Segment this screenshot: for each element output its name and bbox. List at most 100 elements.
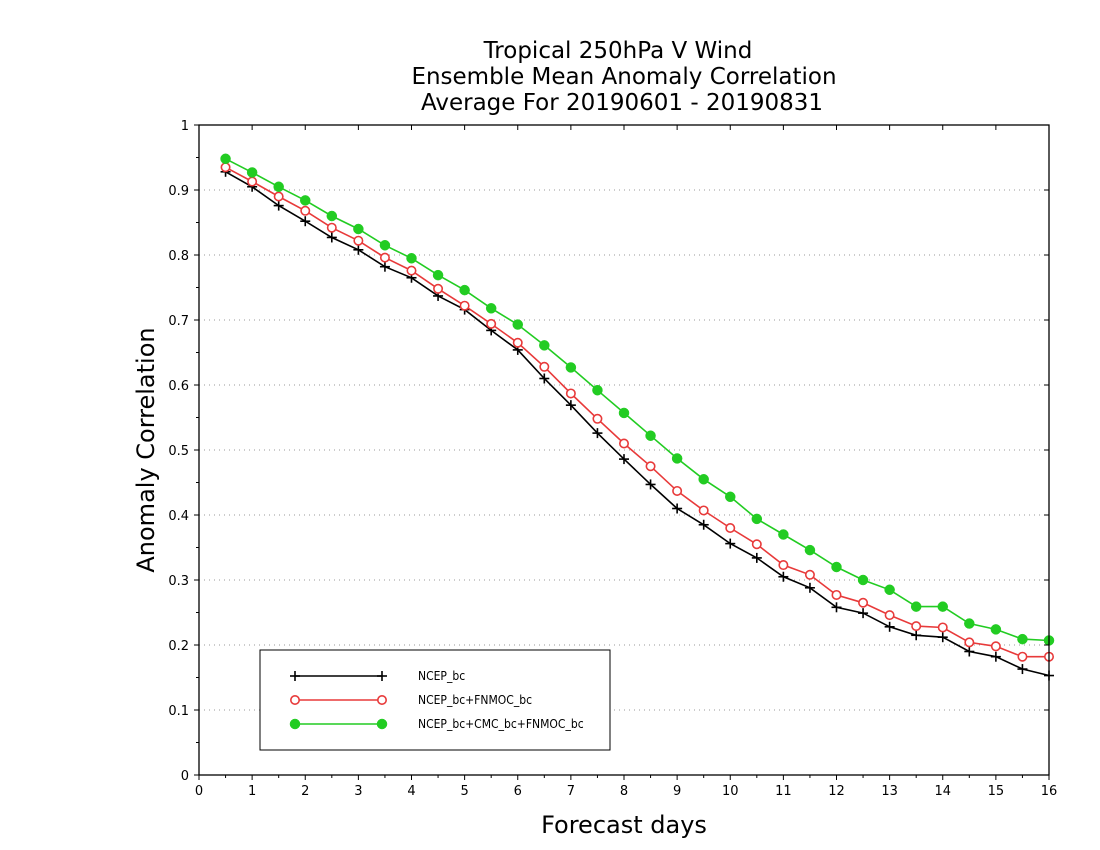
series-1-point-16 bbox=[645, 461, 656, 472]
legend-label-0: NCEP_bc bbox=[418, 669, 465, 683]
series-1-point-17 bbox=[672, 485, 683, 496]
chart-title-line-2: Ensemble Mean Anomaly Correlation bbox=[411, 64, 836, 90]
y-tick-label-3: 0.3 bbox=[168, 574, 189, 589]
series-1-point-23 bbox=[831, 589, 842, 600]
series-2-point-2 bbox=[273, 181, 284, 192]
series-1 bbox=[220, 162, 1055, 662]
x-tick-label-5: 5 bbox=[460, 784, 468, 799]
series-2-point-13 bbox=[565, 362, 577, 373]
series-0-point-21 bbox=[778, 571, 789, 582]
series-2-point-8 bbox=[432, 269, 444, 281]
series-0-point-23 bbox=[831, 602, 842, 613]
series-0-point-15 bbox=[619, 454, 629, 465]
series-2-point-12 bbox=[539, 340, 550, 351]
axes: 0 1 2 3 4 5 6 7 8 9 10 11 12 13 14 15 1600.10.20.30.40.5… bbox=[168, 119, 1057, 799]
y-tick-label-7: 0.7 bbox=[168, 314, 189, 329]
series-0-point-18 bbox=[698, 519, 709, 530]
series-2-point-18 bbox=[698, 474, 709, 485]
y-tick-label-8: 0.8 bbox=[168, 249, 189, 264]
series-1-point-2 bbox=[273, 191, 284, 202]
series-0-point-26 bbox=[911, 630, 922, 641]
x-tick-label-9: 9 bbox=[673, 784, 681, 799]
y-tick-label-6: 0.6 bbox=[168, 379, 189, 394]
series-layer bbox=[220, 153, 1055, 681]
series-1-point-8 bbox=[433, 283, 444, 294]
legend-marker-start-2 bbox=[289, 718, 301, 730]
series-0-point-6 bbox=[379, 261, 390, 272]
series-line-0 bbox=[225, 171, 1050, 677]
chart-title-line-3: Average For 20190601 - 20190831 bbox=[421, 90, 823, 116]
x-tick-label-12: 12 bbox=[828, 784, 845, 799]
series-2-point-9 bbox=[459, 284, 470, 296]
series-1-point-4 bbox=[326, 222, 337, 233]
series-1-point-30 bbox=[1017, 651, 1028, 662]
series-0-point-24 bbox=[858, 608, 869, 619]
series-1-point-29 bbox=[990, 641, 1001, 652]
y-tick-label-4: 0.4 bbox=[168, 509, 189, 524]
x-tick-label-1: 1 bbox=[248, 784, 256, 799]
legend: NCEP_bc NCEP_bc+FNMOC_bc NCEP_bc+CMC_bc+FN… bbox=[259, 649, 611, 751]
series-1-point-1 bbox=[247, 176, 258, 187]
series-1-point-26 bbox=[911, 621, 922, 632]
legend-label-2: NCEP_bc+CMC_bc+FNMOC_bc bbox=[418, 717, 584, 731]
series-1-point-14 bbox=[592, 413, 603, 424]
series-0-point-25 bbox=[884, 621, 895, 632]
legend-marker-end-1 bbox=[376, 694, 387, 705]
y-tick-label-1: 0.1 bbox=[168, 704, 189, 719]
series-1-point-28 bbox=[964, 637, 975, 648]
series-line-1 bbox=[225, 166, 1049, 658]
series-1-point-20 bbox=[751, 539, 762, 550]
y-tick-label-0: 0 bbox=[181, 769, 189, 784]
series-1-point-3 bbox=[300, 205, 311, 216]
series-1-point-12 bbox=[539, 361, 550, 372]
series-0-point-30 bbox=[1017, 664, 1028, 675]
series-2-point-20 bbox=[751, 513, 763, 525]
x-tick-label-6: 6 bbox=[514, 784, 522, 799]
series-2-point-17 bbox=[671, 453, 683, 464]
x-tick-label-15: 15 bbox=[988, 784, 1005, 799]
series-2-point-22 bbox=[804, 544, 816, 556]
legend-marker-end-0 bbox=[377, 671, 387, 681]
legend-marker-start-0 bbox=[290, 671, 300, 681]
series-1-point-21 bbox=[778, 560, 789, 571]
x-tick-label-7: 7 bbox=[567, 784, 575, 799]
series-2-point-21 bbox=[778, 529, 789, 540]
series-2-point-14 bbox=[592, 384, 603, 396]
x-tick-label-4: 4 bbox=[407, 784, 415, 799]
series-0-point-28 bbox=[964, 646, 975, 657]
series-2-point-10 bbox=[485, 303, 497, 314]
series-line-2 bbox=[225, 158, 1050, 642]
series-1-point-18 bbox=[698, 505, 709, 516]
x-tick-label-10: 10 bbox=[722, 784, 739, 799]
y-tick-label-2: 0.2 bbox=[168, 639, 189, 654]
series-1-point-10 bbox=[486, 318, 497, 329]
series-0-point-5 bbox=[353, 244, 364, 255]
legend-marker-end-2 bbox=[376, 718, 388, 730]
series-2-point-26 bbox=[910, 601, 922, 612]
x-tick-label-2: 2 bbox=[301, 784, 309, 799]
series-1-point-11 bbox=[512, 337, 523, 348]
series-0-point-2 bbox=[273, 200, 284, 211]
series-0-point-17 bbox=[672, 503, 683, 514]
series-2-point-7 bbox=[406, 253, 417, 264]
series-2-point-16 bbox=[645, 430, 656, 441]
series-1-point-9 bbox=[459, 300, 470, 311]
series-0-point-22 bbox=[804, 582, 815, 593]
series-2-point-27 bbox=[937, 601, 948, 612]
series-1-point-19 bbox=[725, 522, 736, 533]
series-2-point-11 bbox=[512, 319, 523, 330]
series-2-point-6 bbox=[379, 240, 391, 251]
series-1-point-25 bbox=[884, 610, 895, 621]
series-2 bbox=[220, 153, 1055, 646]
series-2-point-23 bbox=[831, 561, 842, 573]
series-1-point-24 bbox=[858, 597, 869, 608]
x-tick-label-0: 0 bbox=[195, 784, 203, 799]
x-tick-label-8: 8 bbox=[620, 784, 628, 799]
x-axis-label: Forecast days bbox=[541, 811, 707, 839]
y-tick-label-9: 0.9 bbox=[168, 184, 189, 199]
y-axis-label: Anomaly Correlation bbox=[132, 327, 160, 572]
series-2-point-1 bbox=[246, 167, 258, 178]
series-2-point-4 bbox=[326, 210, 338, 222]
series-0-point-3 bbox=[300, 216, 311, 227]
